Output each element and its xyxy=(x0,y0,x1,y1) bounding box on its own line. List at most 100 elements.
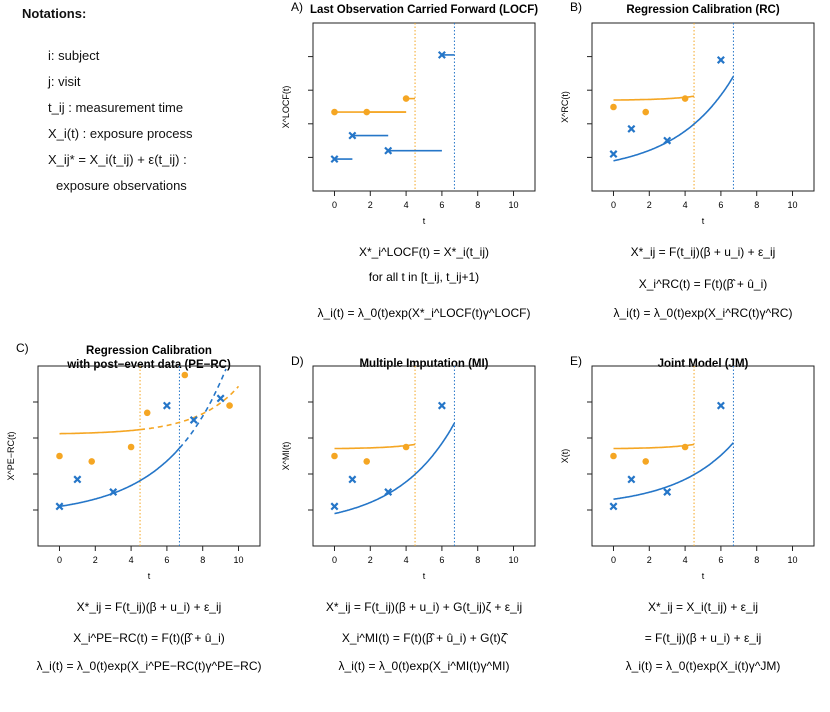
x-tick-label: 2 xyxy=(647,555,652,565)
x-tick-label: 10 xyxy=(234,555,244,565)
x-tick-label: 10 xyxy=(509,555,519,565)
x-tick-label: 2 xyxy=(368,200,373,210)
observation-blue xyxy=(348,475,357,484)
observation-blue xyxy=(627,124,636,133)
observation-blue xyxy=(627,475,636,484)
x-tick-label: 2 xyxy=(368,555,373,565)
x-tick-label: 10 xyxy=(509,200,519,210)
observation-blue xyxy=(216,394,225,403)
observation-orange xyxy=(681,443,689,451)
fitted-curve-orange xyxy=(613,95,695,101)
x-tick-label: 4 xyxy=(683,555,688,565)
fitted-curve-orange xyxy=(59,428,141,435)
panel-perc: C) Regression Calibration with post−event … xyxy=(6,341,261,673)
fitted-curve-orange xyxy=(613,443,695,450)
notation-visit: j: visit xyxy=(48,74,81,89)
observation-blue xyxy=(609,150,618,159)
x-axis-label: t xyxy=(702,216,705,226)
notation-exposure-observation-formula: X_ij* = X_i(t_ij) + ε(t_ij) : xyxy=(48,152,187,167)
x-axis-label: t xyxy=(702,571,705,581)
equation-line: X_i^MI(t) = F(t)(β̂ + û_i) + G(t)ζ̂ xyxy=(342,631,508,645)
fitted-curve-blue xyxy=(59,447,180,508)
observation-blue xyxy=(189,416,198,424)
notation-measurement-time: t_ij : measurement time xyxy=(48,100,184,115)
equation-line: λ_i(t) = λ_0(t)exp(X_i^PE−RC(t)γ^PE−RC) xyxy=(37,659,262,673)
panel-locf: A) Last Observation Carried Forward (LOCF… xyxy=(281,0,538,320)
x-tick-label: 0 xyxy=(611,555,616,565)
plot-frame xyxy=(591,365,815,547)
observation-blue xyxy=(330,502,339,511)
observation-blue xyxy=(109,488,118,496)
observation-orange xyxy=(226,402,233,409)
equation-line: = F(t_ij)(β + u_i) + ε_ij xyxy=(645,631,762,645)
notation-exposure-observations: exposure observations xyxy=(56,178,187,193)
panel-title: Last Observation Carried Forward (LOCF) xyxy=(310,4,538,16)
x-tick-label: 0 xyxy=(57,555,62,565)
y-axis-label: X^LOCF(t) xyxy=(281,86,291,129)
panel-jm: E) Joint Model (JM) 0 2 4 6 8 10 t X(t) X*_ij = X_… xyxy=(560,354,815,673)
x-tick-label: 8 xyxy=(475,200,480,210)
y-axis-label: X(t) xyxy=(560,449,570,464)
x-tick-label: 0 xyxy=(332,555,337,565)
x-tick-label: 8 xyxy=(475,555,480,565)
x-tick-label: 10 xyxy=(788,555,798,565)
panel-letter: E) xyxy=(570,354,582,368)
panel-letter: A) xyxy=(291,0,303,14)
x-tick-label: 4 xyxy=(683,200,688,210)
equation-line: X_i^RC(t) = F(t)(β̂ + û_i) xyxy=(639,277,768,291)
observation-orange xyxy=(56,452,63,460)
panel-letter: B) xyxy=(570,0,582,14)
equation-line: λ_i(t) = λ_0(t)exp(X*_i^LOCF(t)γ^LOCF) xyxy=(318,306,531,320)
plot-frame xyxy=(591,22,815,192)
observation-blue xyxy=(609,502,618,511)
fitted-curve-orange xyxy=(334,443,416,450)
notation-exposure-process: X_i(t) : exposure process xyxy=(48,126,193,141)
x-tick-label: 8 xyxy=(754,200,759,210)
y-axis-label: X^RC(t) xyxy=(560,91,570,123)
observation-blue xyxy=(73,475,82,484)
observation-orange xyxy=(88,458,96,465)
panel-title-line2: with post−event data (PE−RC) xyxy=(66,359,231,371)
equation-line: X*_i^LOCF(t) = X*_i(t_ij) xyxy=(359,245,489,259)
observation-orange xyxy=(402,95,410,102)
panel-letter: C) xyxy=(16,341,29,355)
observation-blue xyxy=(437,401,446,410)
x-axis-label: t xyxy=(423,216,426,226)
observation-blue xyxy=(330,155,339,164)
equation-line: X*_ij = F(t_ij)(β + u_i) + G(t_ij)ζ + ε_… xyxy=(326,600,522,614)
x-tick-label: 8 xyxy=(200,555,205,565)
equation-line: X*_ij = F(t_ij)(β + u_i) + ε_ij xyxy=(77,600,222,614)
notations-panel: Notations: i: subject j: visit t_ij : me… xyxy=(22,6,252,199)
x-tick-label: 6 xyxy=(718,555,723,565)
x-tick-label: 6 xyxy=(439,555,444,565)
equation-line: λ_i(t) = λ_0(t)exp(X_i(t)γ^JM) xyxy=(626,659,781,673)
fitted-curve-blue xyxy=(613,442,734,500)
x-tick-label: 8 xyxy=(754,555,759,565)
equation-line: λ_i(t) = λ_0(t)exp(X_i^RC(t)γ^RC) xyxy=(614,306,793,320)
x-tick-label: 6 xyxy=(164,555,169,565)
observation-blue xyxy=(716,55,725,64)
observation-blue xyxy=(384,488,393,496)
x-tick-label: 6 xyxy=(718,200,723,210)
y-axis-label: X^MI(t) xyxy=(281,442,291,471)
x-axis-label: t xyxy=(148,571,151,581)
panel-title: Regression Calibration (RC) xyxy=(626,4,780,16)
fitted-curve-blue xyxy=(613,75,735,162)
equation-line: λ_i(t) = λ_0(t)exp(X_i^MI(t)γ^MI) xyxy=(339,659,510,673)
observation-orange xyxy=(642,458,650,465)
observation-blue xyxy=(663,488,672,496)
x-tick-label: 2 xyxy=(93,555,98,565)
observation-orange xyxy=(681,95,689,102)
x-tick-label: 0 xyxy=(611,200,616,210)
observation-blue xyxy=(348,131,357,140)
x-axis-label: t xyxy=(423,571,426,581)
observation-blue xyxy=(437,50,446,59)
equation-line: X*_ij = F(t_ij)(β + u_i) + ε_ij xyxy=(631,245,776,259)
panel-rc: B) Regression Calibration (RC) 0 2 4 6 8 10 t X^R… xyxy=(560,0,815,320)
fitted-curve-orange-post-event xyxy=(139,385,240,431)
x-tick-label: 4 xyxy=(404,200,409,210)
observation-orange xyxy=(610,103,617,111)
observation-orange xyxy=(402,443,410,451)
observation-orange xyxy=(127,443,135,451)
